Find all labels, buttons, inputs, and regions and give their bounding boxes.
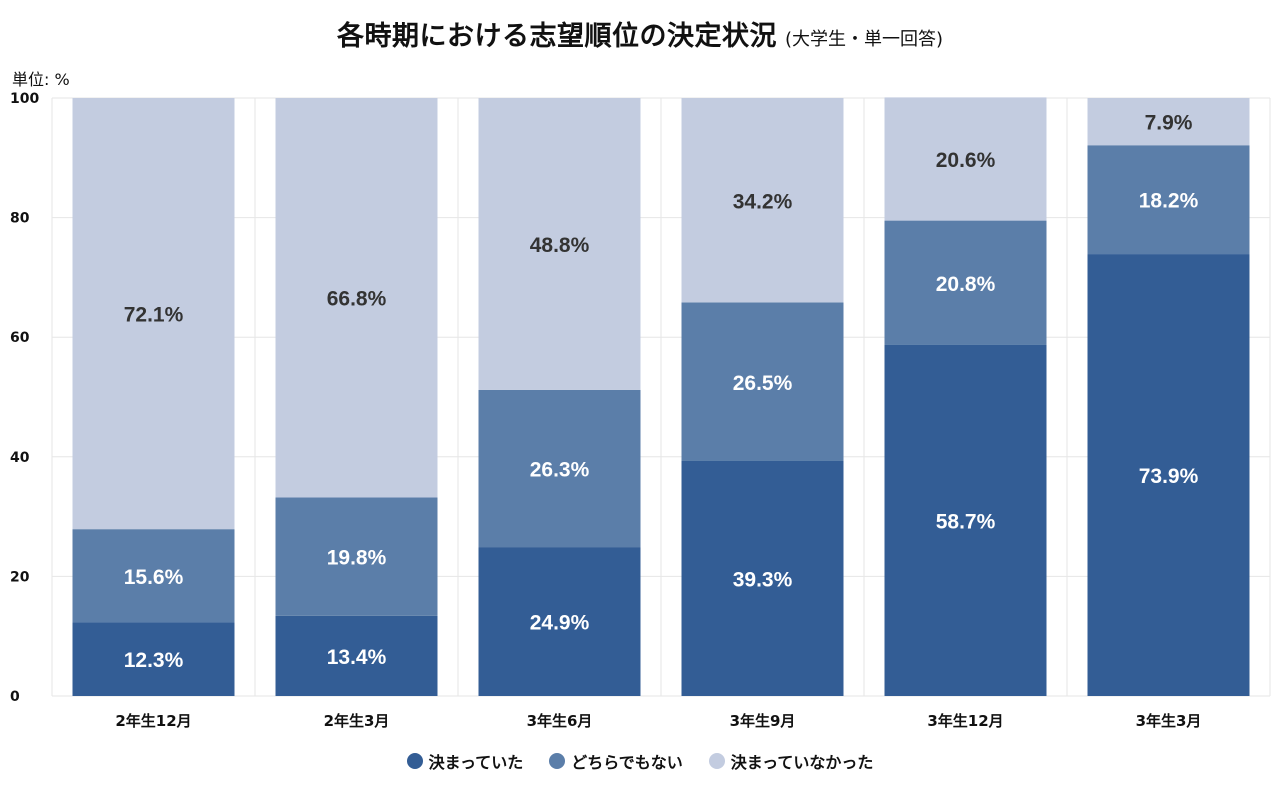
legend-swatch-neither (549, 753, 566, 769)
data-label: 19.8% (327, 547, 387, 570)
legend-item-decided: 決まっていた (406, 749, 524, 773)
data-label: 20.6% (936, 149, 996, 172)
legend-swatch-decided (406, 753, 423, 769)
x-tick-label: 2年生12月 (115, 712, 191, 730)
data-label: 48.8% (530, 234, 590, 257)
x-tick-label: 2年生3月 (324, 712, 390, 730)
y-tick-label: 80 (10, 211, 30, 227)
bar-segment (1087, 98, 1250, 146)
bar-segment (681, 460, 844, 696)
data-label: 7.9% (1145, 112, 1193, 135)
bar-segment (72, 98, 235, 530)
data-label: 13.4% (327, 646, 387, 669)
legend-label-decided: 決まっていた (428, 753, 524, 772)
data-label: 20.8% (936, 273, 996, 296)
y-tick-label: 100 (10, 91, 39, 107)
legend: 決まっていた どちらでもない 決まっていなかった (0, 749, 1280, 773)
bar-segment (1087, 145, 1250, 255)
bar-segment (478, 98, 641, 390)
data-label: 26.3% (530, 458, 590, 481)
data-label: 73.9% (1139, 465, 1199, 488)
legend-label-neither: どちらでもない (571, 753, 683, 772)
chart-title-row: 各時期における志望順位の決定状況 (大学生・単一回答) (0, 14, 1280, 53)
chart-subtitle: (大学生・単一回答) (784, 29, 944, 50)
data-label: 72.1% (124, 304, 184, 327)
x-tick-label: 3年生3月 (1136, 712, 1202, 730)
data-label: 58.7% (936, 510, 996, 533)
legend-swatch-undecided (708, 753, 725, 769)
y-tick-label: 0 (10, 689, 20, 705)
bar-segment (478, 389, 641, 548)
bar-segment (72, 622, 235, 696)
x-tick-label: 3年生6月 (527, 712, 593, 730)
y-tick-label: 20 (10, 569, 30, 585)
bar-segment (275, 615, 438, 696)
data-label: 15.6% (124, 566, 184, 589)
y-tick-label: 40 (10, 450, 30, 466)
data-label: 34.2% (733, 190, 793, 213)
y-tick-label: 60 (10, 330, 30, 346)
bar-segment (681, 98, 844, 303)
x-tick-label: 3年生9月 (730, 712, 796, 730)
data-label: 18.2% (1139, 190, 1199, 213)
bar-segment (478, 547, 641, 696)
bar-segment (1087, 254, 1250, 696)
legend-item-neither: どちらでもない (549, 749, 683, 773)
bar-segment (275, 98, 438, 498)
data-label: 12.3% (124, 649, 184, 672)
bar-segment (275, 497, 438, 616)
bar-segment (884, 97, 1047, 221)
data-label: 24.9% (530, 612, 590, 635)
x-tick-label: 3年生12月 (927, 712, 1003, 730)
chart-title: 各時期における志望順位の決定状況 (336, 21, 777, 52)
bar-segment (884, 220, 1047, 345)
data-label: 66.8% (327, 288, 387, 311)
data-label: 26.5% (733, 372, 793, 395)
bar-segment (681, 302, 844, 461)
data-label: 39.3% (733, 568, 793, 591)
legend-label-undecided: 決まっていなかった (730, 753, 874, 772)
bar-segment (72, 529, 235, 623)
legend-item-undecided: 決まっていなかった (708, 749, 874, 773)
bar-segment (884, 344, 1047, 696)
unit-label: 単位: % (12, 70, 70, 89)
